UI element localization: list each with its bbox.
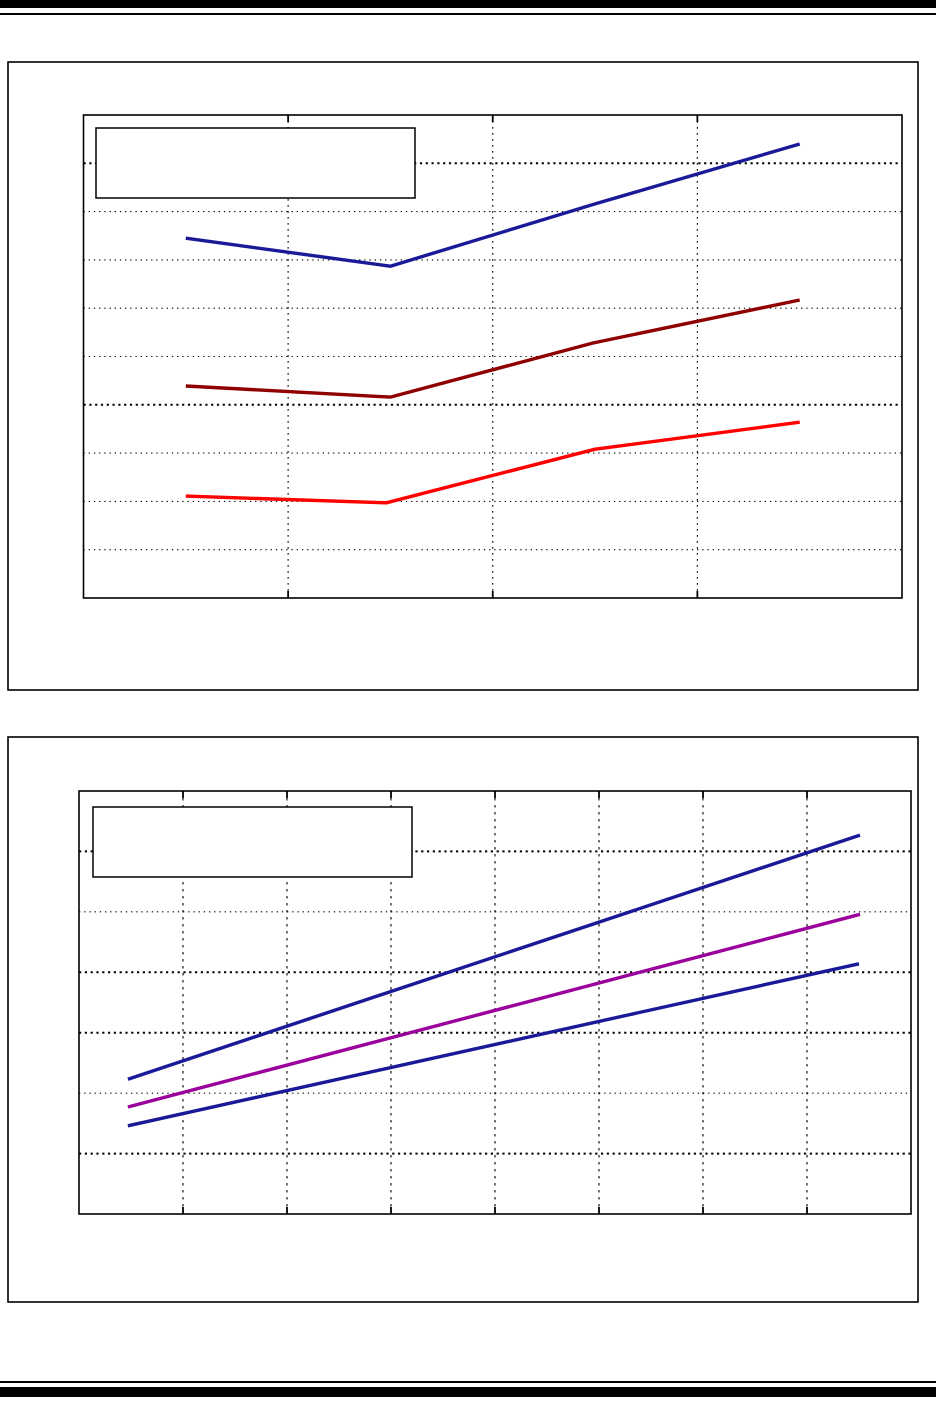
series-line-navy-lower bbox=[127, 962, 860, 1128]
series-line-dark-red bbox=[185, 298, 801, 399]
series-line-red bbox=[185, 420, 800, 505]
line-chart-2 bbox=[7, 736, 919, 1303]
series-line-purple bbox=[127, 912, 861, 1109]
bottom-thin-rule bbox=[0, 1381, 936, 1383]
series-line-navy-upper bbox=[127, 833, 861, 1081]
top-thick-rule bbox=[0, 0, 936, 8]
plot-area bbox=[78, 790, 912, 1215]
figure-frame bbox=[7, 61, 919, 691]
top-thin-rule bbox=[0, 13, 936, 15]
legend-box bbox=[95, 127, 416, 199]
plot-area bbox=[82, 114, 903, 599]
line-chart-1 bbox=[7, 61, 919, 691]
legend-box bbox=[92, 806, 413, 878]
figure-frame bbox=[7, 736, 919, 1303]
series-line-navy bbox=[185, 142, 801, 268]
bottom-thick-rule bbox=[0, 1387, 936, 1397]
